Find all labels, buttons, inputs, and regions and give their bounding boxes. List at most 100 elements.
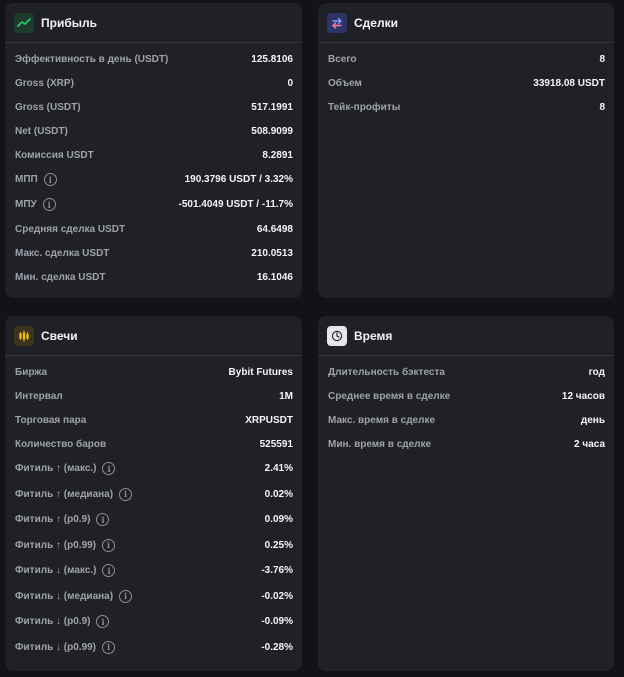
deals-card-title: Сделки [354,15,398,30]
time-card-header: Время [318,316,614,356]
row-label: Объем [328,77,362,89]
candles-row-pair: Торговая пара XRPUSDT [5,408,302,432]
info-icon[interactable]: i [102,462,116,476]
row-label: Фитиль ↓ (p0.99) [15,641,97,653]
info-icon[interactable]: i [102,564,116,578]
row-value: 517.1991 [251,101,293,113]
profit-row-mpu: МПУ i -501.4049 USDT / -11.7% [5,192,302,217]
info-icon[interactable]: i [42,198,56,211]
row-label-wrap: Фитиль ↑ (макс.) i [15,462,116,476]
time-card-title: Время [354,328,393,343]
info-icon[interactable]: i [96,513,110,527]
deals-card-header: Сделки [318,3,614,43]
candles-row-bars: Количество баров 525591 [5,432,302,456]
info-icon[interactable]: i [102,640,116,654]
row-label: Биржа [15,366,48,378]
row-label: Тейк-профиты [328,101,401,113]
row-value: XRPUSDT [245,414,293,426]
candles-row-wick-up-max: Фитиль ↑ (макс.) i 2.41% [5,456,302,482]
candles-card: Свечи Биржа Bybit Futures Интервал 1M То… [5,316,302,671]
profit-card-title: Прибыль [41,15,97,30]
row-value: -0.02% [261,590,293,602]
row-value: 2.41% [264,463,293,475]
row-value: 8 [599,53,605,65]
info-icon[interactable]: i [119,589,133,603]
row-label-wrap: МПП i [15,173,57,186]
row-label-wrap: Фитиль ↑ (p0.99) i [15,538,116,552]
candles-row-wick-up-p099: Фитиль ↑ (p0.99) i 0.25% [5,533,302,559]
candles-row-interval: Интервал 1M [5,384,302,408]
row-value: 64.6498 [256,223,293,235]
row-label: Среднее время в сделке [328,390,451,402]
row-value: 16.1046 [256,271,293,283]
row-label: Фитиль ↑ (p0.99) [15,539,97,551]
time-row-min: Мин. время в сделке 2 часа [318,432,614,456]
row-label-wrap: Фитиль ↓ (макс.) i [15,564,116,578]
profit-row-min-deal: Мин. сделка USDT 16.1046 [5,265,302,289]
time-row-duration: Длительность бэктеста год [318,360,614,384]
row-value: 8.2891 [262,149,293,161]
deals-row-volume: Объем 33918.08 USDT [318,71,614,95]
row-value: Bybit Futures [228,366,293,378]
row-label: Количество баров [15,438,107,450]
row-label-wrap: МПУ i [15,198,56,211]
row-label: Макс. время в сделке [328,414,436,426]
row-label: Фитиль ↑ (медиана) [15,488,114,500]
row-value: 2 часа [574,438,605,450]
row-value: 525591 [259,438,293,450]
profit-card: Прибыль Эффективность в день (USDT) 125.… [5,3,302,298]
row-label-wrap: Фитиль ↓ (p0.99) i [15,640,116,654]
candles-row-wick-up-median: Фитиль ↑ (медиана) i 0.02% [5,482,302,508]
row-value: -3.76% [261,565,293,577]
candles-card-title: Свечи [41,328,78,343]
candles-row-wick-down-max: Фитиль ↓ (макс.) i -3.76% [5,558,302,584]
row-label: Средняя сделка USDT [15,223,126,235]
row-value: -0.28% [261,641,293,653]
time-row-avg: Среднее время в сделке 12 часов [318,384,614,408]
row-label: Всего [328,53,357,65]
trend-up-icon [14,12,34,33]
time-row-max: Макс. время в сделке день [318,408,614,432]
profit-row-daily-efficiency: Эффективность в день (USDT) 125.8106 [5,47,302,71]
row-value: 1M [279,390,293,402]
profit-row-net-usdt: Net (USDT) 508.9099 [5,119,302,143]
row-value: 508.9099 [251,125,293,137]
row-value: 8 [599,101,605,113]
candles-rows: Биржа Bybit Futures Интервал 1M Торговая… [5,356,302,660]
profit-row-gross-xrp: Gross (XRP) 0 [5,71,302,95]
row-value: -0.09% [261,616,293,628]
row-value: -501.4049 USDT / -11.7% [178,199,293,210]
row-value: 210.0513 [251,247,293,259]
profit-row-gross-usdt: Gross (USDT) 517.1991 [5,95,302,119]
row-value: 125.8106 [251,53,293,65]
row-label: МПП [15,174,38,185]
row-label: Мин. сделка USDT [15,271,106,283]
row-label: Фитиль ↓ (p0.9) [15,616,91,628]
profit-row-avg-deal: Средняя сделка USDT 64.6498 [5,217,302,241]
candles-card-header: Свечи [5,316,302,356]
row-label-wrap: Фитиль ↑ (медиана) i [15,487,133,501]
profit-row-mpp: МПП i 190.3796 USDT / 3.32% [5,167,302,192]
candles-row-wick-down-median: Фитиль ↓ (медиана) i -0.02% [5,584,302,610]
time-rows: Длительность бэктеста год Среднее время … [318,356,614,456]
row-label: Длительность бэктеста [328,366,445,378]
row-label: Макс. сделка USDT [15,247,110,259]
info-icon[interactable]: i [96,615,110,629]
row-value: год [588,366,605,378]
row-label: Фитиль ↓ (медиана) [15,590,114,602]
profit-row-commission: Комиссия USDT 8.2891 [5,143,302,167]
candles-row-exchange: Биржа Bybit Futures [5,360,302,384]
info-icon[interactable]: i [119,487,133,501]
row-label: Торговая пара [15,414,87,426]
profit-rows: Эффективность в день (USDT) 125.8106 Gro… [5,43,302,289]
row-value: день [580,414,605,426]
deals-rows: Всего 8 Объем 33918.08 USDT Тейк-профиты… [318,43,614,119]
info-icon[interactable]: i [43,173,57,186]
profit-row-max-deal: Макс. сделка USDT 210.0513 [5,241,302,265]
row-label: Комиссия USDT [15,149,94,161]
row-value: 33918.08 USDT [533,77,605,89]
info-icon[interactable]: i [102,538,116,552]
row-label: МПУ [15,199,37,210]
row-label: Фитиль ↓ (макс.) [15,565,97,577]
row-label: Фитиль ↑ (макс.) [15,463,97,475]
